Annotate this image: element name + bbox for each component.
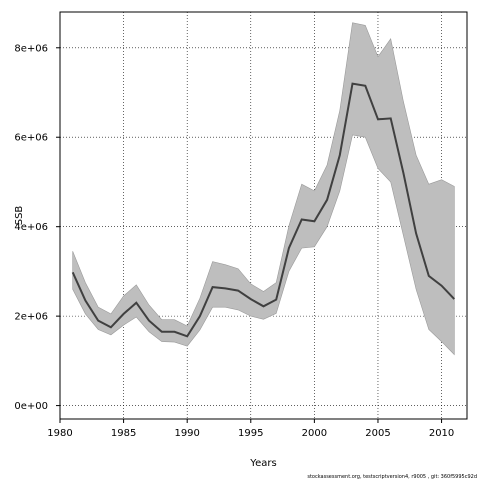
x-tick-label: 1995 xyxy=(238,428,263,439)
y-tick-label: 2e+06 xyxy=(14,312,48,323)
y-tick-label: 8e+06 xyxy=(14,43,48,54)
x-tick-label: 2000 xyxy=(302,428,327,439)
x-tick-label: 2005 xyxy=(365,428,390,439)
y-tick-label: 4e+06 xyxy=(14,222,48,233)
ssb-line xyxy=(71,82,456,338)
confidence-band xyxy=(72,22,455,356)
x-tick-label: 1980 xyxy=(47,428,72,439)
x-tick-label: 1990 xyxy=(174,428,199,439)
y-axis: 0e+00 2e+06 4e+06 6e+06 8e+06 xyxy=(14,43,60,412)
y-axis-title: SSB xyxy=(14,206,25,226)
x-axis-title: Years xyxy=(249,458,276,469)
y-tick-label: 6e+06 xyxy=(14,133,48,144)
x-axis: 1980 1985 1990 1995 2000 2005 2010 xyxy=(47,419,454,439)
x-tick-label: 2010 xyxy=(429,428,454,439)
plot-frame xyxy=(59,11,468,420)
footnote: stockassessment.org, testscriptversion4,… xyxy=(307,474,477,480)
x-tick-label: 1985 xyxy=(111,428,136,439)
y-tick-label: 0e+00 xyxy=(14,401,48,412)
